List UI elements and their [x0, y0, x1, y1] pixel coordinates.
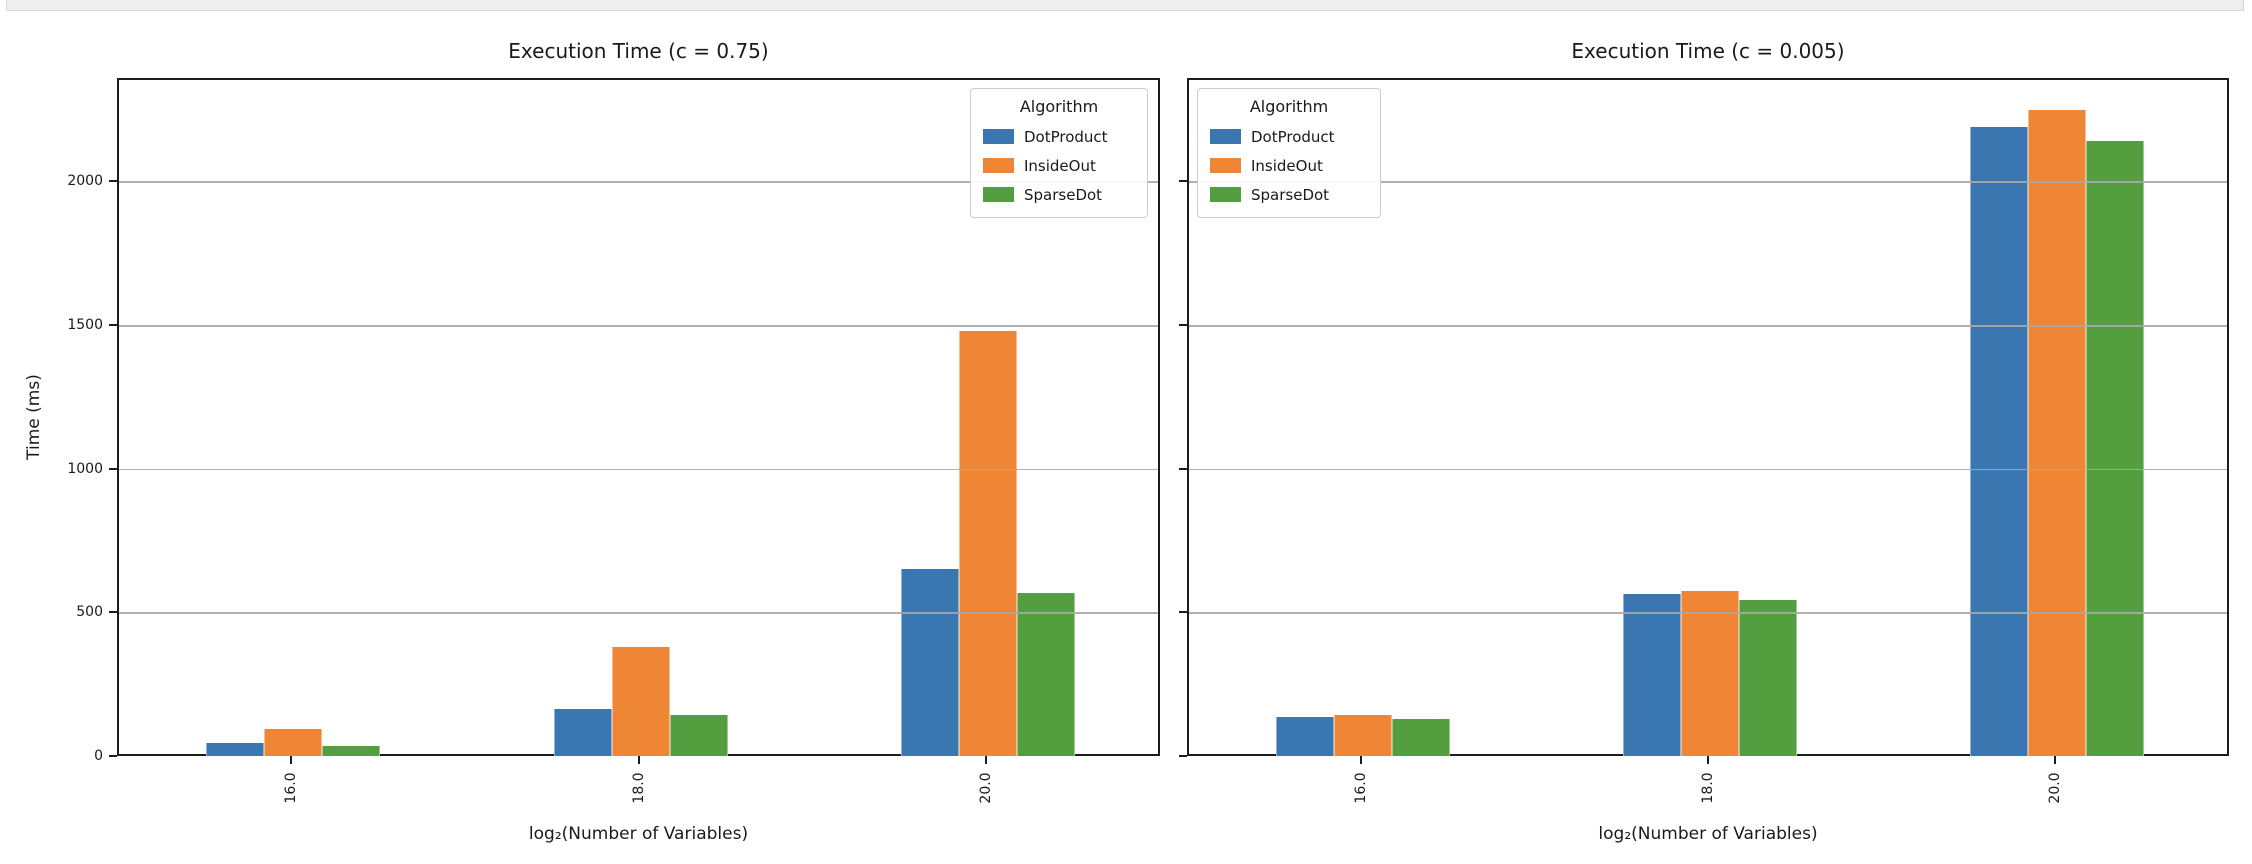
- bar-dotproduct-16.0: [1275, 717, 1334, 756]
- legend-label: SparseDot: [1251, 185, 1330, 204]
- x-tick-label: 16.0: [1352, 772, 1369, 804]
- y-tick-label: 0: [94, 748, 103, 764]
- y-tick-mark: [1179, 755, 1187, 757]
- gridline-2000: [119, 181, 1158, 183]
- y-tick-mark: [1179, 611, 1187, 614]
- bar-insideout-20.0: [2028, 110, 2087, 756]
- legend-left: Algorithm DotProduct InsideOut SparseDot: [970, 88, 1148, 218]
- chart-title-right: Execution Time (c = 0.005): [1571, 39, 1845, 63]
- bar-insideout-18.0: [611, 647, 670, 756]
- gridline-500: [1189, 612, 2227, 614]
- y-tick-label: 500: [76, 604, 103, 621]
- axes-left: [117, 78, 1160, 756]
- bar-dotproduct-18.0: [553, 709, 612, 756]
- legend-swatch-sparsedot: [1210, 187, 1241, 202]
- bar-insideout-20.0: [959, 331, 1018, 756]
- y-tick-mark: [1179, 324, 1187, 327]
- legend-label: DotProduct: [1024, 127, 1108, 146]
- legend-entry-insideout: InsideOut: [983, 151, 1135, 180]
- legend-label: InsideOut: [1251, 156, 1323, 175]
- y-axis-label: Time (ms): [24, 374, 44, 460]
- legend-swatch-sparsedot: [983, 187, 1014, 202]
- bar-dotproduct-18.0: [1623, 594, 1681, 756]
- gridline-1000: [119, 468, 1158, 471]
- bar-sparsedot-18.0: [669, 715, 728, 756]
- x-tick-label: 18.0: [630, 772, 647, 804]
- y-tick-label: 2000: [67, 173, 103, 190]
- x-tick-label: 16.0: [282, 772, 299, 804]
- bar-insideout-18.0: [1681, 591, 1739, 756]
- y-tick-mark: [109, 324, 117, 327]
- bar-sparsedot-18.0: [1739, 600, 1797, 756]
- gridline-1500: [1189, 325, 2227, 327]
- y-tick-mark: [109, 467, 117, 470]
- bar-sparsedot-20.0: [1017, 593, 1076, 756]
- y-tick-mark: [109, 755, 117, 757]
- x-tick-mark: [1359, 756, 1362, 764]
- bar-dotproduct-20.0: [1970, 127, 2029, 756]
- x-tick-mark: [1707, 756, 1709, 764]
- x-tick-mark: [985, 756, 988, 764]
- y-tick-label: 1500: [67, 317, 103, 334]
- y-tick-mark: [109, 611, 117, 614]
- bar-insideout-16.0: [263, 729, 322, 756]
- legend-entry-dotproduct: DotProduct: [1210, 122, 1368, 151]
- legend-swatch-dotproduct: [983, 129, 1014, 144]
- legend-entry-insideout: InsideOut: [1210, 151, 1368, 180]
- legend-entry-dotproduct: DotProduct: [983, 122, 1135, 151]
- legend-swatch-dotproduct: [1210, 129, 1241, 144]
- bar-dotproduct-16.0: [205, 743, 264, 756]
- y-tick-mark: [1179, 467, 1187, 470]
- top-toolbar-strip: [6, 0, 2244, 11]
- legend-entry-sparsedot: SparseDot: [983, 180, 1135, 209]
- gridline-2000: [1189, 181, 2227, 183]
- bar-sparsedot-16.0: [1391, 719, 1450, 756]
- legend-label: DotProduct: [1251, 127, 1335, 146]
- x-tick-mark: [637, 756, 640, 764]
- x-tick-mark: [289, 756, 292, 764]
- legend-swatch-insideout: [983, 158, 1014, 173]
- x-tick-mark: [2054, 756, 2057, 764]
- bar-sparsedot-16.0: [321, 746, 380, 756]
- legend-swatch-insideout: [1210, 158, 1241, 173]
- gridline-1500: [119, 325, 1158, 327]
- bar-dotproduct-20.0: [901, 569, 960, 756]
- legend-label: SparseDot: [1024, 185, 1103, 204]
- legend-right: Algorithm DotProduct InsideOut SparseDot: [1197, 88, 1381, 218]
- figure-canvas: Execution Time (c = 0.75) Time (ms) log₂…: [0, 12, 2252, 864]
- x-tick-label: 20.0: [2047, 772, 2064, 804]
- bar-insideout-16.0: [1333, 715, 1392, 756]
- legend-label: InsideOut: [1024, 156, 1096, 175]
- y-tick-mark: [109, 180, 117, 183]
- x-axis-label-left: log₂(Number of Variables): [528, 824, 749, 844]
- legend-title: Algorithm: [1019, 97, 1099, 116]
- gridline-1000: [1189, 468, 2227, 471]
- bar-sparsedot-20.0: [2086, 141, 2145, 756]
- legend-entry-sparsedot: SparseDot: [1210, 180, 1368, 209]
- axes-right: [1187, 78, 2229, 756]
- legend-title: Algorithm: [1249, 97, 1329, 116]
- gridline-500: [119, 612, 1158, 614]
- x-tick-label: 18.0: [1700, 772, 1716, 804]
- y-tick-label: 1000: [67, 460, 103, 477]
- x-axis-label-right: log₂(Number of Variables): [1598, 824, 1818, 844]
- x-tick-label: 20.0: [978, 772, 995, 804]
- chart-title-left: Execution Time (c = 0.75): [508, 39, 769, 63]
- y-tick-mark: [1179, 180, 1187, 183]
